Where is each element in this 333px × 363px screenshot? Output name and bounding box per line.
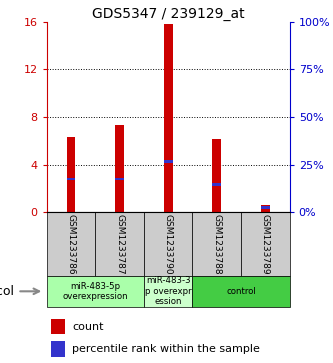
Text: GSM1233789: GSM1233789 (261, 214, 270, 274)
Text: control: control (226, 287, 256, 296)
Bar (144, 276, 192, 307)
Bar (261, 206, 270, 209)
Text: GSM1233787: GSM1233787 (115, 214, 124, 274)
Bar (164, 160, 172, 163)
Bar (212, 183, 221, 187)
Text: count: count (72, 322, 104, 332)
Bar (67, 178, 75, 180)
Text: GSM1233790: GSM1233790 (164, 214, 173, 274)
Title: GDS5347 / 239129_at: GDS5347 / 239129_at (92, 7, 244, 21)
Bar (241, 212, 290, 276)
Text: miR-483-3
p overexpr
ession: miR-483-3 p overexpr ession (145, 276, 191, 306)
Bar (144, 212, 192, 276)
Text: percentile rank within the sample: percentile rank within the sample (72, 344, 260, 354)
Bar (192, 276, 290, 307)
Bar (115, 178, 124, 180)
Text: miR-483-5p
overexpression: miR-483-5p overexpression (62, 282, 128, 301)
Text: GSM1233788: GSM1233788 (212, 214, 221, 274)
Text: GSM1233786: GSM1233786 (66, 214, 76, 274)
Bar (52, 341, 65, 357)
Text: protocol: protocol (0, 285, 15, 298)
Bar (67, 137, 75, 212)
Bar (164, 24, 172, 212)
Bar (212, 139, 221, 212)
Bar (95, 212, 144, 276)
Bar (115, 125, 124, 212)
Bar (47, 276, 144, 307)
Bar (52, 319, 65, 334)
Bar (192, 212, 241, 276)
Bar (261, 205, 270, 212)
Bar (47, 212, 95, 276)
